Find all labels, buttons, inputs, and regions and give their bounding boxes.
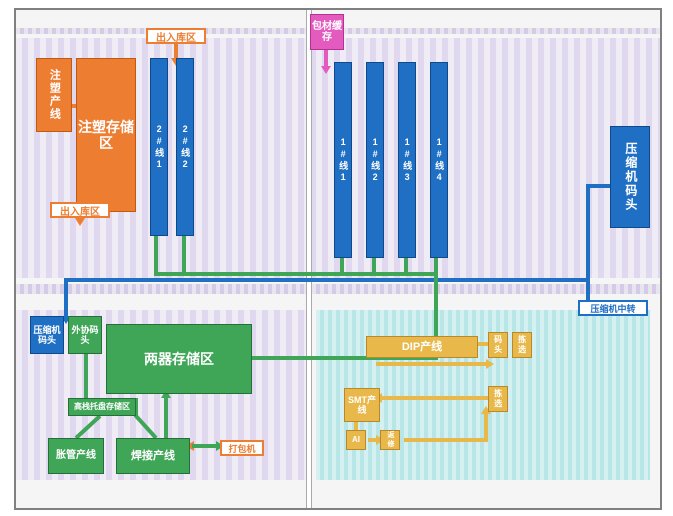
zone-pick2: 拣选 [488,386,508,412]
zone-outsourcing_dock: 外协码头 [68,316,102,354]
zone-smt_line: SMT产线 [344,388,380,422]
zone-line2_1: 2#线1 [150,58,168,236]
center-divider [306,10,312,508]
zone-tall_tray_storage: 高栈托盘存储区 [68,398,136,416]
zone-packaging_buffer: 包材缓存 [310,14,344,50]
zone-expand_tube_line: 胀管产线 [48,438,104,474]
zone-line1_2: 1#线2 [366,62,384,258]
label-compressor_transfer: 压缩机中转 [578,300,648,316]
zone-line1_3: 1#线3 [398,62,416,258]
label-io_top: 出入库区 [146,28,206,44]
zone-two_device_storage: 两器存储区 [106,324,252,394]
zone-compressor_dock_left: 压缩机码头 [30,316,64,354]
zone-line2_2: 2#线2 [176,58,194,236]
zone-line1_4: 1#线4 [430,62,448,258]
zone-line1_1: 1#线1 [334,62,352,258]
layout-canvas: 注塑产线注塑存储区 2#线1 2#线2 1#线1 1#线2 1#线3 1#线4 包材缓存压缩机… [14,8,662,510]
zone-welding_line: 焊接产线 [116,438,190,474]
zone-ai: AI [346,430,366,450]
zone-compressor_dock_right: 压缩机码头 [610,126,650,228]
zone-injection_storage: 注塑存储区 [76,58,136,212]
zone-injection_line: 注塑产线 [36,58,72,132]
label-packer: 打包机 [220,440,264,456]
zone-pick: 拣选 [512,332,532,358]
label-io_bottom: 出入库区 [50,202,110,218]
zone-dockA: 码头 [488,332,508,358]
zone-dip_line: DIP产线 [366,336,478,358]
zone-repair: 返修 [380,430,400,450]
